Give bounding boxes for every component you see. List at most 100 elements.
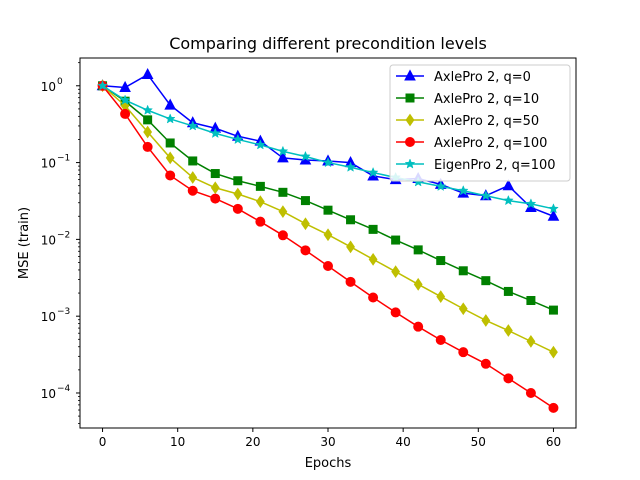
data-point — [503, 324, 513, 337]
x-tick-label: 10 — [170, 435, 185, 449]
data-point — [549, 345, 558, 359]
data-point — [391, 235, 401, 245]
data-point — [143, 115, 153, 125]
data-point — [368, 224, 378, 234]
data-point — [277, 145, 289, 156]
data-point — [233, 176, 243, 186]
data-point — [187, 185, 198, 196]
data-point — [525, 198, 537, 209]
y-tick-label: 10 — [41, 80, 56, 94]
legend: AxlePro 2, q=0 AxlePro 2, q=10 AxlePro 2, … — [389, 64, 571, 182]
data-point — [323, 228, 333, 242]
y-tick-label: 10 — [41, 157, 56, 171]
data-point — [346, 215, 356, 225]
data-point — [368, 252, 378, 266]
data-point — [119, 80, 131, 92]
data-point — [503, 373, 514, 384]
data-point — [481, 314, 491, 327]
y-tick-exponent: 0 — [57, 77, 63, 87]
data-point — [232, 203, 243, 214]
x-axis: 0 10 20 30 40 50 60 — [99, 428, 561, 449]
legend-label: AxlePro 2, q=100 — [434, 136, 547, 151]
data-point — [502, 179, 515, 191]
data-point — [188, 156, 198, 166]
y-tick-label: 10 — [41, 233, 56, 247]
data-point — [391, 265, 401, 279]
data-point — [322, 156, 334, 168]
legend-label: AxlePro 2, q=10 — [434, 92, 539, 107]
data-point — [413, 321, 424, 332]
data-point — [165, 151, 175, 165]
data-point — [458, 302, 468, 316]
legend-item: AxlePro 2, q=50 — [396, 113, 539, 129]
data-point — [232, 133, 244, 145]
data-point — [164, 113, 176, 124]
y-axis-label: MSE (train) — [17, 207, 32, 279]
legend-marker — [405, 113, 415, 127]
data-point — [209, 127, 221, 138]
data-point — [119, 94, 131, 105]
data-point — [368, 292, 379, 303]
data-point — [345, 161, 356, 172]
data-point — [503, 286, 513, 296]
data-point — [526, 296, 536, 306]
data-point — [345, 276, 356, 287]
data-point — [436, 290, 446, 303]
data-point — [458, 266, 468, 276]
data-point — [435, 180, 447, 191]
data-point — [413, 277, 423, 291]
data-point — [525, 387, 536, 398]
data-point — [435, 334, 446, 345]
legend-item: AxlePro 2, q=0 — [396, 69, 531, 85]
y-tick-exponent: −3 — [57, 307, 70, 317]
data-point — [300, 196, 310, 206]
data-point — [120, 108, 131, 119]
y-tick-exponent: −1 — [57, 154, 70, 164]
chart-title: Comparing different precondition levels — [169, 34, 487, 53]
legend-marker — [405, 137, 415, 147]
data-point — [188, 171, 198, 184]
legend-label: EigenPro 2, q=100 — [434, 158, 556, 173]
x-tick-label: 20 — [245, 435, 260, 449]
data-point — [390, 307, 401, 318]
data-point — [165, 138, 175, 148]
x-tick-label: 50 — [471, 435, 486, 449]
data-point — [502, 194, 514, 206]
data-point — [255, 181, 265, 191]
x-axis-label: Epochs — [305, 456, 352, 471]
data-point — [548, 305, 558, 315]
legend-item: EigenPro 2, q=100 — [396, 158, 556, 173]
legend-box — [389, 64, 571, 182]
data-point — [436, 256, 446, 266]
data-point — [255, 216, 266, 227]
x-tick-label: 0 — [99, 435, 107, 449]
data-point — [187, 120, 199, 131]
legend-marker — [405, 93, 415, 103]
legend-marker — [404, 69, 416, 81]
data-point — [210, 193, 221, 204]
data-point — [141, 67, 154, 80]
data-point — [480, 358, 491, 369]
data-point — [142, 141, 153, 152]
data-point — [142, 104, 154, 115]
data-point — [481, 276, 491, 286]
legend-marker — [404, 158, 416, 169]
y-tick-label: 10 — [41, 387, 56, 401]
data-point — [97, 80, 108, 91]
data-point — [457, 185, 469, 196]
data-point — [165, 170, 176, 181]
legend-item: AxlePro 2, q=10 — [396, 92, 539, 107]
data-point — [547, 209, 560, 221]
data-point — [301, 217, 310, 231]
data-point — [300, 150, 311, 162]
data-point — [323, 205, 333, 215]
axes-frame — [79, 57, 577, 429]
data-point — [254, 139, 266, 150]
x-tick-label: 40 — [396, 435, 411, 449]
data-point — [210, 181, 220, 195]
data-point — [300, 245, 311, 256]
data-point — [278, 187, 288, 197]
data-point — [323, 261, 333, 272]
legend-item: AxlePro 2, q=100 — [396, 136, 547, 151]
